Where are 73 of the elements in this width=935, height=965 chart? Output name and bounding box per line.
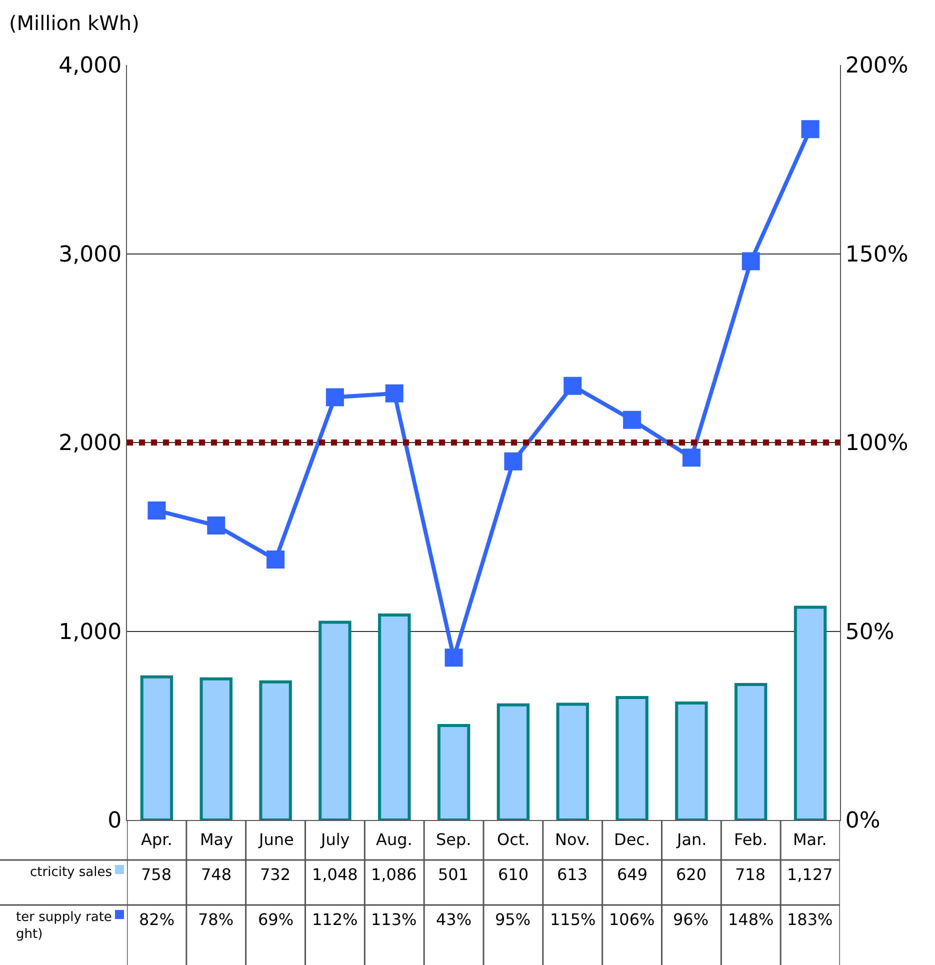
y2-tick-label: 50% xyxy=(845,620,894,645)
x-tick-label: Oct. xyxy=(497,830,530,849)
x-tick-label: Aug. xyxy=(376,830,412,849)
data-label: 1,048 xyxy=(312,865,358,884)
bar xyxy=(794,606,827,820)
legend-label: ter supply rate ght) xyxy=(16,910,112,942)
y-tick-label: 2,000 xyxy=(58,431,122,456)
y-tick-label: 4,000 xyxy=(58,54,122,79)
bar xyxy=(378,614,411,820)
data-label: 748 xyxy=(201,865,232,884)
point xyxy=(266,550,285,569)
data-label: 183% xyxy=(787,910,833,929)
data-label: 115% xyxy=(550,910,596,929)
data-label: 1,127 xyxy=(787,865,833,884)
point xyxy=(385,384,404,402)
y2-tick-label: 0% xyxy=(845,808,880,834)
y2-tick-label: 200% xyxy=(845,54,908,79)
point xyxy=(623,410,642,429)
data-label: 82% xyxy=(139,910,175,929)
y-axis-title: (Million kWh) xyxy=(9,11,140,35)
data-label: 718 xyxy=(735,865,766,884)
x-tick-label: May xyxy=(200,830,234,849)
bar xyxy=(496,703,530,820)
y2-tick-label: 100% xyxy=(845,431,908,456)
x-tick-label: Mar. xyxy=(793,830,827,849)
data-label: 1,086 xyxy=(371,865,417,884)
x-tick-label: July xyxy=(320,830,350,849)
x-tick-label: Apr. xyxy=(141,830,172,849)
legend-label: ctricity sales xyxy=(30,865,112,880)
data-label: 620 xyxy=(676,865,707,884)
bar xyxy=(734,682,768,820)
data-label: 148% xyxy=(728,910,774,929)
x-tick-label: June xyxy=(258,830,294,849)
bar xyxy=(259,680,292,820)
data-label: 112% xyxy=(312,910,358,929)
bar xyxy=(675,701,708,820)
bar xyxy=(200,677,232,820)
data-label: 113% xyxy=(371,910,417,929)
point xyxy=(742,252,760,270)
y-tick-label: 1,000 xyxy=(58,620,122,645)
point xyxy=(207,516,226,535)
point xyxy=(801,120,820,138)
data-label: 732 xyxy=(260,865,291,884)
y-tick-label: 0 xyxy=(108,808,122,834)
data-label: 501 xyxy=(438,865,469,884)
data-label: 69% xyxy=(258,910,294,929)
data-label: 95% xyxy=(495,910,531,929)
x-tick-label: Feb. xyxy=(734,830,768,849)
point xyxy=(326,388,344,406)
data-label: 96% xyxy=(673,910,709,929)
y2-tick-label: 150% xyxy=(845,242,908,268)
x-tick-label: Dec. xyxy=(614,830,650,849)
x-tick-label: Nov. xyxy=(555,830,590,849)
y-tick-label: 3,000 xyxy=(58,242,122,268)
bar xyxy=(556,702,589,820)
point xyxy=(444,648,463,667)
data-label: 106% xyxy=(609,910,655,929)
data-label: 610 xyxy=(498,865,529,884)
data-label: 758 xyxy=(141,865,172,884)
point xyxy=(504,452,522,470)
x-tick-label: Sep. xyxy=(436,830,472,849)
x-tick-label: Jan. xyxy=(676,830,707,849)
data-label: 43% xyxy=(436,910,472,929)
bar xyxy=(616,696,648,820)
bar xyxy=(318,620,352,820)
bar xyxy=(140,675,174,820)
data-label: 649 xyxy=(617,865,648,884)
point xyxy=(564,376,582,395)
bar xyxy=(437,724,470,820)
point xyxy=(148,501,166,520)
point xyxy=(682,448,700,467)
data-label: 78% xyxy=(198,910,234,929)
data-label: 613 xyxy=(557,865,588,884)
